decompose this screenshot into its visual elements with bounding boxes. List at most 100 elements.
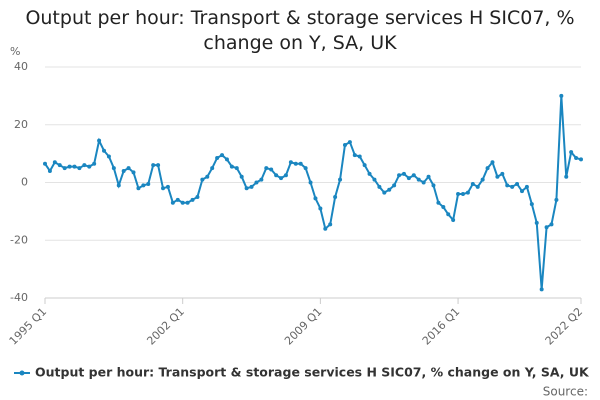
y-tick-label: 20 [14, 118, 28, 131]
point [121, 168, 126, 173]
point [372, 177, 377, 182]
point [328, 222, 333, 227]
point [446, 212, 451, 217]
point [239, 174, 244, 179]
y-tick-label: -40 [10, 291, 28, 304]
point [195, 194, 200, 199]
point [298, 161, 303, 166]
point [82, 163, 87, 168]
x-tick-label: 2016 Q1 [420, 305, 463, 348]
point [229, 164, 234, 169]
point [92, 161, 97, 166]
point [259, 177, 264, 182]
point [465, 190, 470, 195]
x-tick-label: 2002 Q1 [144, 305, 187, 348]
point [303, 166, 308, 171]
point [357, 154, 362, 159]
point [362, 163, 367, 168]
point [544, 225, 549, 230]
point [318, 206, 323, 211]
point [165, 184, 170, 189]
point [136, 186, 141, 191]
point [505, 183, 510, 188]
y-axis-label: % [10, 45, 20, 58]
point [485, 166, 490, 171]
point [205, 174, 210, 179]
point [102, 148, 107, 153]
point [524, 184, 529, 189]
point [43, 161, 47, 166]
point [515, 181, 520, 186]
point [564, 174, 569, 179]
y-tick-label: 40 [14, 60, 28, 73]
point [279, 176, 284, 181]
point [151, 163, 156, 168]
point [333, 194, 338, 199]
point [554, 197, 559, 202]
point [175, 197, 180, 202]
point [347, 140, 352, 145]
point [274, 173, 279, 178]
point [308, 180, 313, 185]
point [500, 171, 505, 176]
point [490, 160, 495, 165]
x-tick-label: 2009 Q1 [282, 305, 325, 348]
point [141, 183, 146, 188]
point [161, 186, 166, 191]
point [156, 163, 161, 168]
y-tick-label: -20 [10, 233, 28, 246]
point [421, 180, 426, 185]
point [87, 164, 92, 169]
point [456, 192, 461, 197]
point [180, 200, 185, 205]
point [382, 190, 387, 195]
point [342, 142, 347, 147]
point [254, 180, 259, 185]
point [367, 171, 372, 176]
point [470, 181, 475, 186]
x-tick-label: 1995 Q1 [7, 305, 50, 348]
point [510, 184, 515, 189]
point [579, 157, 583, 162]
point [288, 160, 293, 165]
point [224, 157, 229, 162]
point [126, 166, 131, 171]
point [426, 174, 431, 179]
point [269, 167, 274, 172]
point [534, 220, 539, 225]
point [77, 166, 82, 171]
point [190, 197, 195, 202]
point [401, 171, 406, 176]
point [539, 287, 544, 292]
point [519, 189, 524, 194]
point [185, 200, 190, 205]
point [338, 177, 343, 182]
point [72, 164, 77, 169]
point [220, 153, 225, 158]
point [495, 174, 500, 179]
point [106, 154, 111, 159]
point [431, 183, 436, 188]
point [234, 166, 239, 171]
point [57, 163, 62, 168]
point [283, 173, 288, 178]
point [411, 173, 416, 178]
point [559, 93, 564, 98]
y-tick-label: 0 [21, 176, 28, 189]
point [441, 205, 446, 210]
point [62, 166, 67, 171]
point [416, 177, 421, 182]
point [480, 177, 485, 182]
point [111, 166, 116, 171]
point [475, 184, 480, 189]
chart-title: Output per hour: Transport & storage ser… [25, 7, 575, 54]
point [451, 218, 456, 223]
point [352, 153, 357, 158]
point [97, 138, 102, 143]
point [529, 202, 534, 207]
point [377, 184, 382, 189]
point [200, 177, 205, 182]
point [244, 186, 249, 191]
